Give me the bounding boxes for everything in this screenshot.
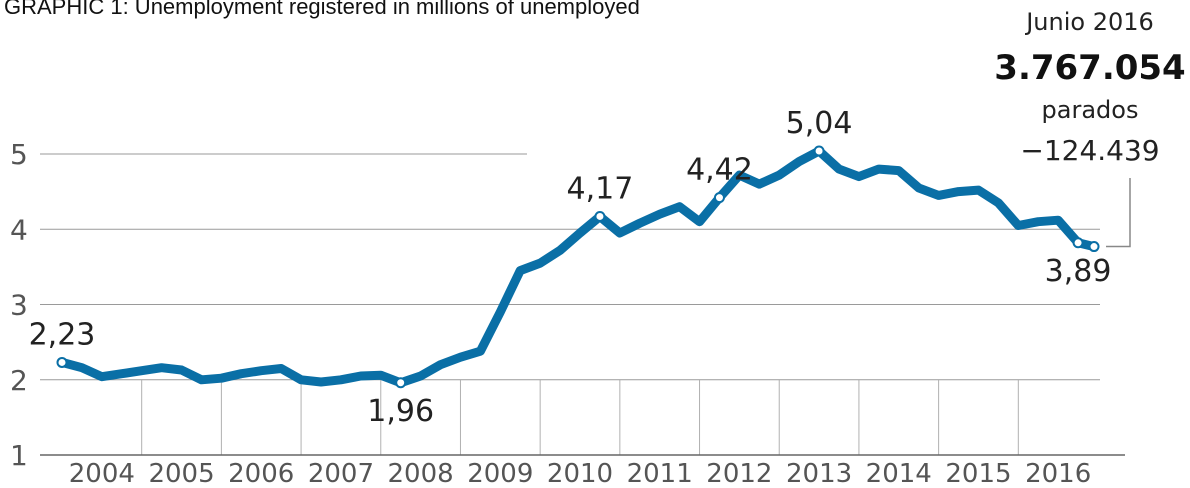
- data-label-1: 1,96: [367, 394, 434, 429]
- x-tick-label-2006: 2006: [228, 459, 294, 488]
- data-label-2: 4,17: [567, 171, 634, 206]
- data-point-4: [813, 145, 825, 157]
- y-tick-label-5: 5: [10, 138, 28, 171]
- y-tick-label-2: 2: [10, 364, 28, 397]
- callout-change: −124.439: [1020, 134, 1160, 167]
- data-point-1: [395, 377, 407, 389]
- x-tick-label-2013: 2013: [786, 459, 852, 488]
- x-tick-label-2014: 2014: [866, 459, 932, 488]
- data-point-0: [56, 356, 68, 368]
- grid-layer: [40, 153, 1100, 455]
- data-point-2: [594, 210, 606, 222]
- callout-value: 3.767.054: [994, 48, 1186, 88]
- line-layer: [57, 146, 1099, 388]
- x-tick-label-2011: 2011: [627, 459, 693, 488]
- x-tick-label-2008: 2008: [388, 459, 454, 488]
- x-tick-label-2016: 2016: [1025, 459, 1091, 488]
- callout-date: Junio 2016: [1026, 8, 1154, 36]
- x-tick-label-2010: 2010: [547, 459, 613, 488]
- data-label-5: 3,89: [1045, 254, 1112, 289]
- x-tick-label-2012: 2012: [706, 459, 772, 488]
- x-tick-label-2009: 2009: [467, 459, 533, 488]
- point-layer: [56, 145, 1100, 389]
- label-layer: 2,23 1,96 4,17 4,42 5,04 3,89: [29, 106, 1112, 429]
- x-tick-label-2005: 2005: [148, 459, 214, 488]
- chart-title: GRAPHIC 1: Unemployment registered in mi…: [4, 0, 640, 19]
- y-tick-label-3: 3: [10, 289, 28, 322]
- x-tick-label-2004: 2004: [69, 459, 135, 488]
- series-line-0: [57, 146, 1099, 388]
- y-tick-label-1: 1: [10, 439, 28, 472]
- data-point-5: [1072, 237, 1084, 249]
- callout-unit: parados: [1041, 96, 1139, 124]
- end-point: [1088, 241, 1100, 253]
- data-point-3: [713, 192, 725, 204]
- data-label-3: 4,42: [686, 153, 753, 188]
- x-tick-label-2007: 2007: [308, 459, 374, 488]
- callout-connector: [1106, 178, 1131, 248]
- data-label-4: 5,04: [786, 106, 853, 141]
- data-label-0: 2,23: [29, 317, 96, 352]
- x-tick-label-2015: 2015: [945, 459, 1011, 488]
- y-tick-label-4: 4: [10, 213, 28, 246]
- axis-layer: 1 2 3 4 5 2004 2005 2006 2007 2008 2009 2010 2011 201…: [10, 138, 1131, 488]
